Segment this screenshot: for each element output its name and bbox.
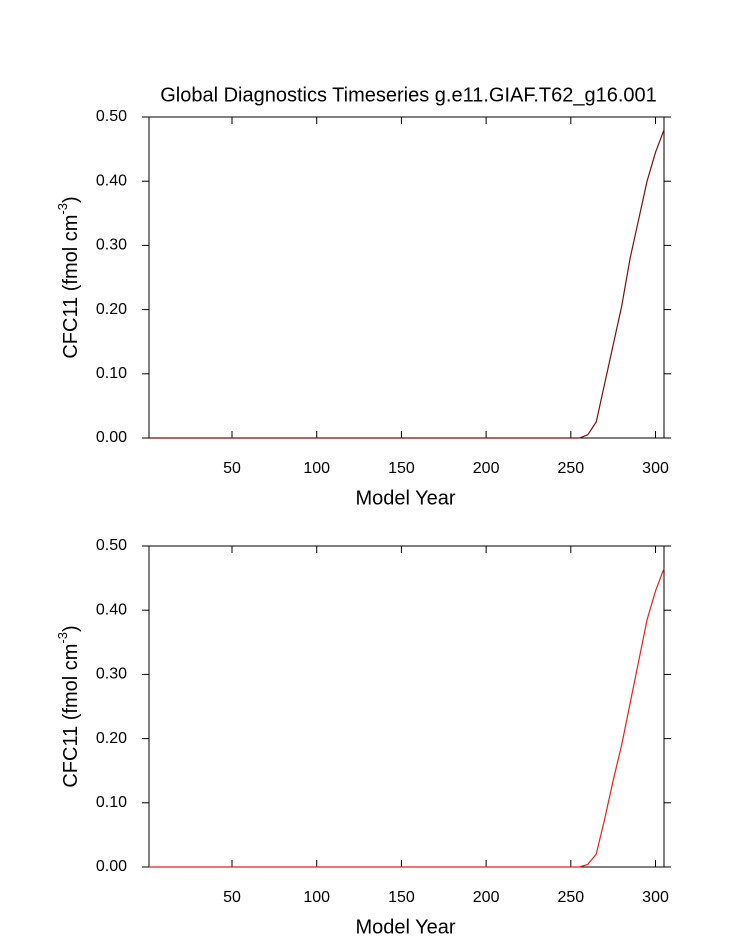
y-tick-label: 0.20 xyxy=(96,730,127,747)
y-tick-label: 0.10 xyxy=(96,365,127,382)
y-tick-label: 0.40 xyxy=(96,172,127,189)
y-label-text: CFC11 (fmol cm xyxy=(60,215,82,359)
x-axis-label: Model Year xyxy=(355,487,455,509)
data-line xyxy=(149,129,665,439)
x-tick-label: 300 xyxy=(642,889,669,906)
y-tick-label: 0.20 xyxy=(96,301,127,318)
x-tick-label: 100 xyxy=(303,889,330,906)
x-tick-label: 50 xyxy=(223,460,241,477)
x-tick-label: 250 xyxy=(557,460,584,477)
y-label-end: ) xyxy=(60,196,82,203)
x-axis-label: Model Year xyxy=(355,916,455,938)
plot-frame xyxy=(148,545,665,868)
y-tick-label: 0.00 xyxy=(96,429,127,446)
y-axis-label: CFC11 (fmol cm-3) xyxy=(55,196,82,358)
y-tick-label: 0.40 xyxy=(96,601,127,618)
x-tick-label: 100 xyxy=(303,460,330,477)
x-tick-label: 300 xyxy=(642,460,669,477)
y-label-sup: -3 xyxy=(55,203,70,215)
y-label-sup: -3 xyxy=(55,632,70,644)
y-tick-label: 0.50 xyxy=(96,108,127,125)
data-line xyxy=(149,568,665,868)
y-tick-label: 0.50 xyxy=(96,537,127,554)
y-axis-label: CFC11 (fmol cm-3) xyxy=(55,625,82,787)
y-tick-label: 0.00 xyxy=(96,858,127,875)
x-tick-label: 200 xyxy=(473,460,500,477)
x-tick-label: 200 xyxy=(473,889,500,906)
y-tick-label: 0.30 xyxy=(96,237,127,254)
y-label-text: CFC11 (fmol cm xyxy=(60,644,82,788)
x-tick-label: 150 xyxy=(388,889,415,906)
chart-title: Global Diagnostics Timeseries g.e11.GIAF… xyxy=(160,84,657,106)
y-tick-label: 0.30 xyxy=(96,666,127,683)
x-tick-label: 250 xyxy=(557,889,584,906)
y-tick-label: 0.10 xyxy=(96,794,127,811)
y-label-end: ) xyxy=(60,625,82,632)
x-tick-label: 150 xyxy=(388,460,415,477)
x-tick-label: 50 xyxy=(223,889,241,906)
plot-frame xyxy=(148,116,665,439)
